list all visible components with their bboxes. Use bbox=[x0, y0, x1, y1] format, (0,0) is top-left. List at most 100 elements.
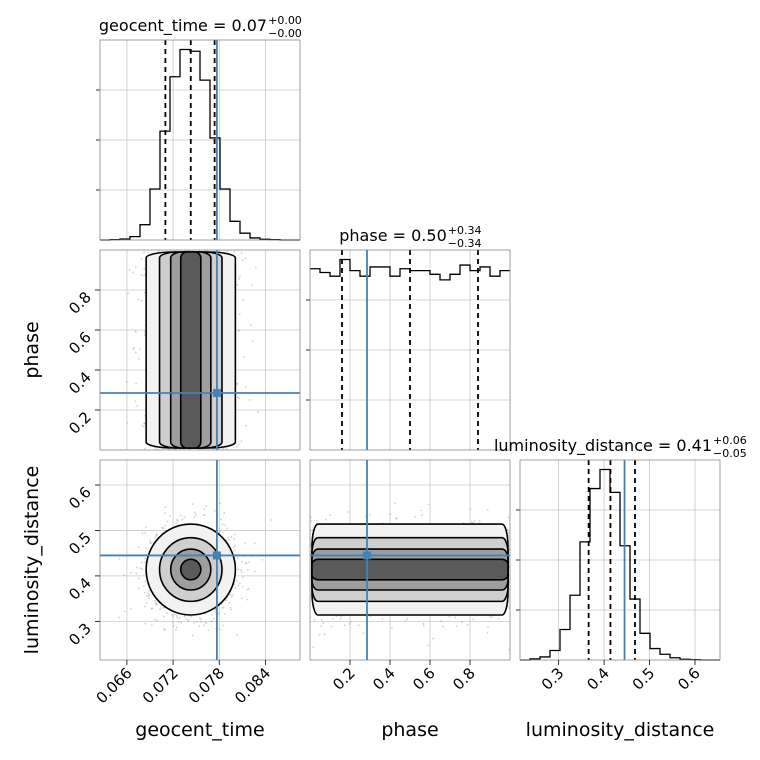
sample-point bbox=[185, 617, 187, 620]
sample-point bbox=[322, 622, 325, 624]
sample-point bbox=[194, 513, 197, 516]
sample-point bbox=[395, 517, 398, 520]
panel-frame bbox=[99, 39, 301, 241]
sample-point bbox=[246, 569, 249, 571]
sample-point bbox=[237, 584, 240, 587]
sample-point bbox=[225, 447, 227, 449]
histogram-step-luminosity_distance bbox=[520, 468, 720, 661]
sample-point bbox=[147, 251, 150, 254]
sample-point bbox=[357, 624, 360, 627]
sample-point bbox=[148, 593, 151, 596]
sample-point bbox=[233, 533, 236, 536]
sample-point bbox=[150, 541, 153, 544]
sample-point bbox=[163, 628, 166, 630]
title-sup: +0.34 bbox=[448, 224, 482, 237]
sample-point bbox=[156, 619, 159, 622]
histogram-panel-luminosity_distance bbox=[520, 460, 720, 661]
sample-point bbox=[331, 617, 334, 620]
sample-point bbox=[245, 562, 248, 565]
sample-point bbox=[229, 594, 232, 596]
sample-point bbox=[246, 588, 249, 591]
sample-point bbox=[238, 277, 240, 280]
sample-point bbox=[134, 265, 137, 268]
sample-point bbox=[164, 512, 167, 514]
sample-point bbox=[240, 440, 243, 443]
sample-point bbox=[200, 620, 202, 623]
sample-point bbox=[241, 560, 243, 563]
panel-frame bbox=[99, 459, 301, 661]
sample-point bbox=[143, 291, 146, 294]
sample-point bbox=[240, 597, 243, 600]
sample-point bbox=[198, 616, 201, 619]
sample-point bbox=[143, 334, 146, 337]
sample-point bbox=[320, 618, 323, 621]
sample-point bbox=[234, 544, 237, 547]
title-sup: +0.00 bbox=[268, 14, 302, 27]
sample-point bbox=[203, 508, 206, 511]
sample-point bbox=[237, 443, 240, 446]
sample-point bbox=[228, 538, 230, 541]
sample-point bbox=[228, 601, 231, 604]
sample-point bbox=[486, 509, 489, 511]
sample-point bbox=[240, 251, 243, 254]
sample-point bbox=[132, 348, 135, 350]
sample-point bbox=[148, 597, 150, 600]
sample-point bbox=[454, 616, 457, 619]
sample-point bbox=[237, 396, 239, 398]
sample-point bbox=[187, 618, 190, 621]
sample-point bbox=[176, 614, 178, 617]
sample-point bbox=[169, 514, 171, 517]
sample-point bbox=[175, 518, 178, 521]
truth-marker bbox=[363, 551, 371, 560]
sample-point bbox=[251, 340, 254, 343]
sample-point bbox=[157, 250, 160, 253]
sample-point bbox=[221, 607, 224, 609]
sample-point bbox=[432, 637, 435, 640]
sample-point bbox=[144, 557, 147, 560]
sample-point bbox=[143, 331, 146, 334]
density-panel-geocent_time-vs-luminosity_distance bbox=[118, 502, 273, 637]
sample-point bbox=[203, 624, 205, 627]
sample-point bbox=[310, 520, 313, 523]
x-tick-label: 0.066 bbox=[93, 664, 136, 707]
sample-point bbox=[137, 546, 140, 549]
sample-point bbox=[244, 424, 247, 427]
sample-point bbox=[171, 615, 174, 618]
sample-point bbox=[487, 626, 489, 629]
scatter-samples bbox=[310, 502, 510, 651]
contour-level bbox=[311, 558, 509, 581]
sample-point bbox=[472, 618, 475, 621]
sample-point bbox=[176, 521, 179, 524]
sample-point bbox=[161, 526, 163, 529]
sample-point bbox=[242, 576, 245, 579]
sample-point bbox=[347, 511, 349, 513]
sample-point bbox=[173, 613, 176, 616]
histogram-step-geocent_time bbox=[100, 48, 300, 241]
y-axis-label-phase: phase bbox=[21, 321, 43, 378]
sample-point bbox=[143, 422, 146, 424]
contour-level bbox=[179, 558, 202, 581]
x-tick-label: 0.072 bbox=[139, 664, 182, 707]
sample-point bbox=[203, 514, 206, 517]
sample-point bbox=[241, 586, 244, 588]
sample-point bbox=[236, 283, 239, 286]
sample-point bbox=[229, 608, 232, 611]
sample-point bbox=[198, 625, 201, 628]
sample-point bbox=[142, 274, 145, 277]
sample-point bbox=[460, 621, 463, 624]
title-sub: −0.00 bbox=[268, 27, 302, 40]
histogram-panel-geocent_time bbox=[100, 40, 300, 241]
sample-point bbox=[139, 348, 142, 351]
sample-point bbox=[323, 633, 326, 636]
sample-point bbox=[146, 595, 148, 597]
sample-point bbox=[420, 509, 423, 512]
sample-point bbox=[205, 505, 208, 507]
y-tick-label: 0.8 bbox=[65, 288, 95, 318]
sample-point bbox=[243, 356, 246, 358]
panel-frame bbox=[99, 249, 301, 451]
x-tick-label: 0.8 bbox=[449, 664, 479, 694]
y-tick-label: 0.4 bbox=[65, 574, 95, 604]
sample-point bbox=[422, 622, 425, 625]
sample-point bbox=[414, 515, 417, 518]
sample-point bbox=[225, 599, 228, 602]
